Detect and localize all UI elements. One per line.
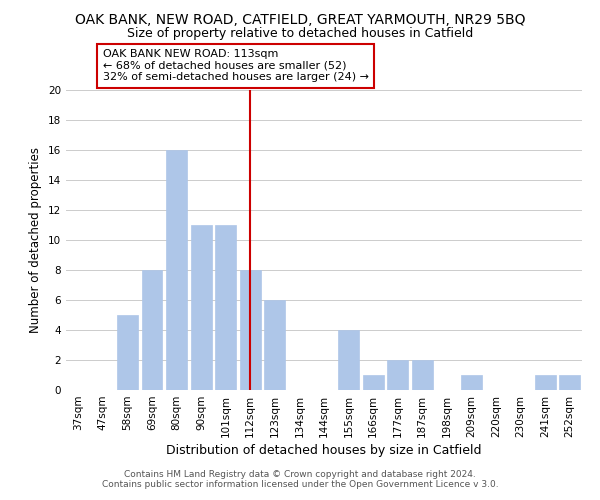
Y-axis label: Number of detached properties: Number of detached properties bbox=[29, 147, 43, 333]
Bar bbox=[142, 270, 163, 390]
Bar bbox=[338, 330, 359, 390]
Bar bbox=[412, 360, 433, 390]
Bar bbox=[265, 300, 286, 390]
Bar bbox=[362, 375, 383, 390]
Bar bbox=[166, 150, 187, 390]
Bar bbox=[191, 225, 212, 390]
X-axis label: Distribution of detached houses by size in Catfield: Distribution of detached houses by size … bbox=[166, 444, 482, 457]
Bar bbox=[117, 315, 138, 390]
Text: Size of property relative to detached houses in Catfield: Size of property relative to detached ho… bbox=[127, 28, 473, 40]
Bar bbox=[559, 375, 580, 390]
Text: OAK BANK, NEW ROAD, CATFIELD, GREAT YARMOUTH, NR29 5BQ: OAK BANK, NEW ROAD, CATFIELD, GREAT YARM… bbox=[75, 12, 525, 26]
Bar bbox=[215, 225, 236, 390]
Text: Contains HM Land Registry data © Crown copyright and database right 2024.: Contains HM Land Registry data © Crown c… bbox=[124, 470, 476, 479]
Bar bbox=[387, 360, 408, 390]
Text: OAK BANK NEW ROAD: 113sqm
← 68% of detached houses are smaller (52)
32% of semi-: OAK BANK NEW ROAD: 113sqm ← 68% of detac… bbox=[103, 50, 369, 82]
Bar bbox=[240, 270, 261, 390]
Text: Contains public sector information licensed under the Open Government Licence v : Contains public sector information licen… bbox=[101, 480, 499, 489]
Bar bbox=[461, 375, 482, 390]
Bar bbox=[535, 375, 556, 390]
